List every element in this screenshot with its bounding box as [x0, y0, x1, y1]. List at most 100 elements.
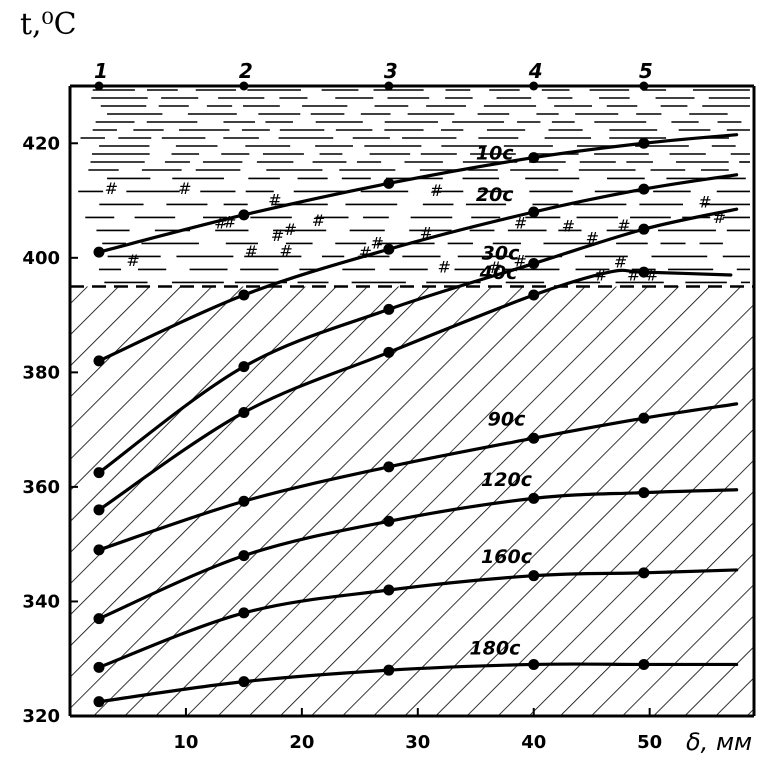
data-point	[528, 258, 540, 270]
data-point	[638, 487, 650, 499]
zone-hash-mark: #	[627, 266, 640, 285]
zone-hash-mark: #	[514, 214, 527, 233]
data-point	[528, 432, 540, 444]
data-point	[528, 492, 540, 504]
zone-hash-mark: #	[268, 191, 281, 210]
data-point	[93, 504, 105, 516]
data-point	[238, 406, 250, 418]
data-point	[93, 246, 105, 258]
data-point	[528, 206, 540, 218]
data-point	[93, 661, 105, 673]
data-point	[383, 584, 395, 596]
series-label: 20с	[476, 184, 514, 206]
zone-hash-mark: #	[617, 216, 630, 235]
zone-hash-mark: #	[698, 192, 711, 211]
data-point	[638, 137, 650, 149]
data-point	[528, 658, 540, 670]
station-marker	[384, 81, 394, 91]
data-point	[238, 676, 250, 688]
y-tick-label: 320	[22, 706, 60, 727]
series-line: 30с	[93, 207, 739, 479]
series-label: 10с	[476, 142, 514, 164]
station-marker	[639, 81, 649, 91]
zone-hash-mark: #	[284, 220, 297, 239]
zone-hash-mark: #	[279, 242, 292, 261]
data-point	[238, 209, 250, 221]
stations: 1 2 3 4 5	[94, 59, 653, 91]
data-point	[238, 550, 250, 562]
data-point	[638, 183, 650, 195]
station-marker	[94, 81, 104, 91]
data-point	[638, 266, 650, 278]
x-ticks: 10 20 30 40 50	[173, 708, 662, 753]
x-tick-label: 50	[637, 732, 662, 753]
data-point	[238, 361, 250, 373]
station-label: 3	[384, 59, 398, 83]
x-tick-label: 20	[289, 732, 314, 753]
series-line: 20с	[93, 173, 739, 367]
zone-hash-mark: #	[126, 251, 139, 270]
series-line: 120с	[93, 469, 739, 625]
data-point	[383, 243, 395, 255]
series-label: 40с	[479, 262, 518, 284]
x-tick-label: 10	[173, 732, 198, 753]
series-label: 180с	[469, 638, 521, 660]
x-axis-title: δ, мм	[686, 728, 752, 756]
series-label: 160с	[481, 546, 533, 568]
x-tick-label: 40	[521, 732, 546, 753]
zone-hash-mark: #	[271, 226, 284, 245]
station-marker	[529, 81, 539, 91]
data-point	[383, 461, 395, 473]
data-point	[238, 607, 250, 619]
data-point	[93, 544, 105, 556]
y-tick-label: 420	[22, 133, 60, 154]
zone-hash-mark: #	[371, 233, 384, 252]
data-point	[383, 664, 395, 676]
data-point	[383, 177, 395, 189]
data-point	[93, 613, 105, 625]
zone-hash-mark: #	[437, 258, 450, 277]
zone-hash-mark: #	[312, 211, 325, 230]
series-label: 90с	[488, 409, 526, 431]
y-tick-label: 380	[22, 362, 60, 383]
zone-hash-mark: #	[245, 242, 258, 261]
series-line: 160с	[93, 546, 739, 673]
zone-hash-mark: #	[488, 258, 501, 277]
data-point	[238, 495, 250, 507]
data-point	[238, 289, 250, 301]
station-label: 2	[239, 59, 253, 83]
zone-hash-mark: #	[178, 179, 191, 198]
series-label: 30с	[482, 243, 520, 265]
y-tick-label: 340	[22, 591, 60, 612]
data-point	[528, 289, 540, 301]
station-label: 1	[94, 59, 108, 83]
series-line: 40с	[93, 262, 733, 516]
y-axis-title: t,⁰C	[20, 7, 77, 42]
zone-hash-mark: #	[430, 181, 443, 200]
series-line: 90с	[93, 402, 739, 556]
data-point	[638, 567, 650, 579]
data-point	[383, 346, 395, 358]
data-point	[383, 303, 395, 315]
series-line: 10с	[93, 133, 739, 258]
zone-hash-mark: #	[359, 243, 372, 262]
station-marker	[239, 81, 249, 91]
station-label: 5	[639, 59, 653, 83]
y-tick-label: 360	[22, 477, 60, 498]
station-label: 4	[528, 59, 543, 83]
data-point	[638, 412, 650, 424]
data-point	[528, 570, 540, 582]
y-ticks: 320 340 360 380 400 420	[22, 133, 78, 727]
data-point	[93, 696, 105, 708]
data-point	[638, 658, 650, 670]
series-label: 120с	[481, 469, 533, 491]
solid-zone-hatch	[70, 286, 754, 716]
zone-hash-mark: #	[105, 179, 118, 198]
zone-hash-mark: #	[614, 252, 627, 271]
series-line: 180с	[93, 638, 739, 708]
data-point	[383, 515, 395, 527]
zone-hash-mark: #	[562, 217, 575, 236]
data-point	[93, 355, 105, 367]
